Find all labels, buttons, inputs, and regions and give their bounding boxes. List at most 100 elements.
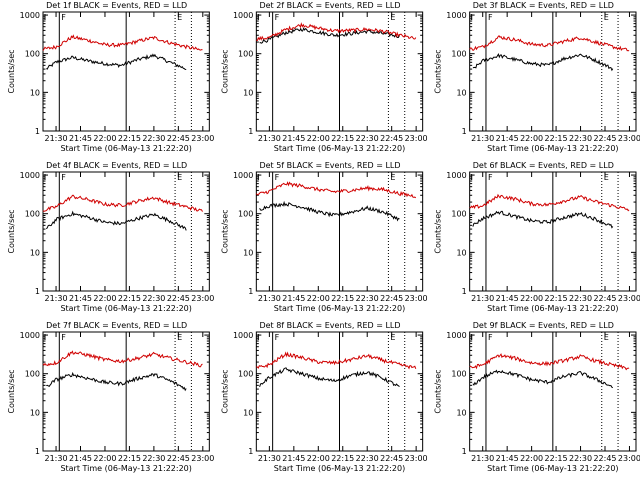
x-tick-label: 21:45 [69, 294, 92, 303]
marker-f: F [61, 13, 66, 22]
x-tick-label: 22:00 [93, 454, 116, 463]
x-tick-label: 21:45 [282, 454, 305, 463]
marker-f: F [61, 333, 66, 342]
x-tick-label: 22:15 [118, 454, 141, 463]
y-tick-label: 100 [25, 210, 40, 219]
y-axis-label: Counts/sec [7, 49, 16, 93]
x-tick-label: 22:15 [331, 294, 354, 303]
lld-series-line [42, 350, 203, 368]
panel-title: Det 7f BLACK = Events, RED = LLD [46, 321, 187, 330]
events-series-line [472, 52, 614, 72]
y-tick-label: 100 [451, 50, 466, 59]
x-axis-label: Start Time (06-May-13 21:22:20) [274, 144, 405, 153]
marker-f: F [275, 333, 280, 342]
panel-title: Det 9f BLACK = Events, RED = LLD [473, 321, 614, 330]
x-tick-label: 22:00 [520, 454, 543, 463]
marker-e: E [177, 333, 182, 342]
y-tick-label: 10 [30, 88, 40, 97]
x-axis-label: Start Time (06-May-13 21:22:20) [487, 464, 618, 473]
y-axis-label: Counts/sec [434, 49, 443, 93]
marker-e: E [604, 13, 609, 22]
x-tick-label: 21:30 [471, 294, 494, 303]
y-tick-label: 1 [248, 127, 253, 136]
events-series-line [472, 210, 614, 229]
detector-panel-6: Det 6f BLACK = Events, RED = LLD 1 10 100 10… [434, 161, 640, 313]
x-tick-label: 22:00 [93, 134, 116, 143]
lld-series-line [469, 35, 630, 52]
x-tick-label: 23:00 [405, 134, 428, 143]
y-tick-label: 100 [25, 50, 40, 59]
x-tick-label: 22:15 [545, 454, 568, 463]
detector-panel-3: Det 3f BLACK = Events, RED = LLD 1 10 100 10… [434, 1, 640, 153]
x-tick-label: 23:00 [405, 454, 428, 463]
marker-f: F [275, 13, 280, 22]
y-tick-label: 100 [238, 210, 253, 219]
x-tick-label: 21:30 [45, 454, 68, 463]
lld-series-line [256, 22, 417, 42]
y-tick-label: 100 [451, 210, 466, 219]
y-tick-label: 1000 [233, 331, 253, 340]
y-tick-label: 100 [238, 370, 253, 379]
detector-panel-7: Det 7f BLACK = Events, RED = LLD 1 10 100 10… [7, 321, 214, 473]
panel-title: Det 6f BLACK = Events, RED = LLD [473, 161, 614, 170]
y-axis-label: Counts/sec [7, 369, 16, 413]
x-tick-label: 23:00 [618, 454, 640, 463]
x-tick-label: 23:00 [191, 294, 214, 303]
x-tick-label: 22:15 [545, 294, 568, 303]
y-tick-label: 10 [30, 408, 40, 417]
y-tick-label: 100 [238, 50, 253, 59]
marker-e: E [390, 173, 395, 182]
events-series-line [45, 210, 187, 231]
lld-series-line [469, 353, 630, 371]
detector-panel-4: Det 4f BLACK = Events, RED = LLD 1 10 100 10… [7, 161, 214, 313]
events-series-line [46, 53, 187, 70]
x-tick-label: 21:45 [496, 134, 519, 143]
y-axis-label: Counts/sec [220, 209, 229, 253]
y-tick-label: 1000 [446, 171, 466, 180]
y-tick-label: 1 [35, 447, 40, 456]
y-axis-label: Counts/sec [7, 209, 16, 253]
detector-panel-9: Det 9f BLACK = Events, RED = LLD 1 10 100 10… [434, 321, 640, 473]
panel-title: Det 1f BLACK = Events, RED = LLD [46, 1, 187, 10]
x-tick-label: 22:45 [167, 454, 190, 463]
lld-series-line [42, 194, 203, 212]
y-tick-label: 1000 [20, 331, 40, 340]
lld-series-line [255, 181, 417, 199]
x-axis-label: Start Time (06-May-13 21:22:20) [60, 464, 191, 473]
x-tick-label: 21:45 [69, 454, 92, 463]
x-tick-label: 22:00 [520, 294, 543, 303]
y-tick-label: 1000 [20, 11, 40, 20]
x-axis-label: Start Time (06-May-13 21:22:20) [60, 144, 191, 153]
x-tick-label: 21:30 [471, 134, 494, 143]
x-axis-label: Start Time (06-May-13 21:22:20) [487, 144, 618, 153]
detector-panel-5: Det 5f BLACK = Events, RED = LLD 1 10 100 10… [220, 161, 427, 313]
x-tick-label: 22:30 [356, 454, 379, 463]
y-tick-label: 1 [462, 127, 467, 136]
y-tick-label: 1 [35, 127, 40, 136]
y-axis-label: Counts/sec [220, 369, 229, 413]
x-tick-label: 22:00 [307, 294, 330, 303]
y-tick-label: 1000 [233, 11, 253, 20]
x-tick-label: 22:30 [142, 454, 165, 463]
y-tick-label: 1000 [446, 331, 466, 340]
x-tick-label: 22:45 [167, 134, 190, 143]
y-tick-label: 10 [243, 88, 253, 97]
x-tick-label: 21:30 [258, 294, 281, 303]
y-tick-label: 1000 [233, 171, 253, 180]
x-tick-label: 21:45 [282, 134, 305, 143]
lld-series-line [256, 351, 417, 370]
events-series-line [259, 27, 400, 44]
x-tick-label: 22:45 [167, 294, 190, 303]
x-tick-label: 21:30 [258, 454, 281, 463]
events-series-line [46, 371, 187, 392]
x-tick-label: 22:30 [569, 294, 592, 303]
x-tick-label: 21:45 [496, 454, 519, 463]
marker-e: E [604, 173, 609, 182]
detector-panel-2: Det 2f BLACK = Events, RED = LLD 1 10 100 10… [220, 1, 427, 153]
y-tick-label: 10 [456, 248, 466, 257]
x-tick-label: 22:45 [380, 294, 403, 303]
x-tick-label: 22:45 [593, 134, 616, 143]
x-tick-label: 21:30 [471, 454, 494, 463]
x-tick-label: 23:00 [191, 454, 214, 463]
